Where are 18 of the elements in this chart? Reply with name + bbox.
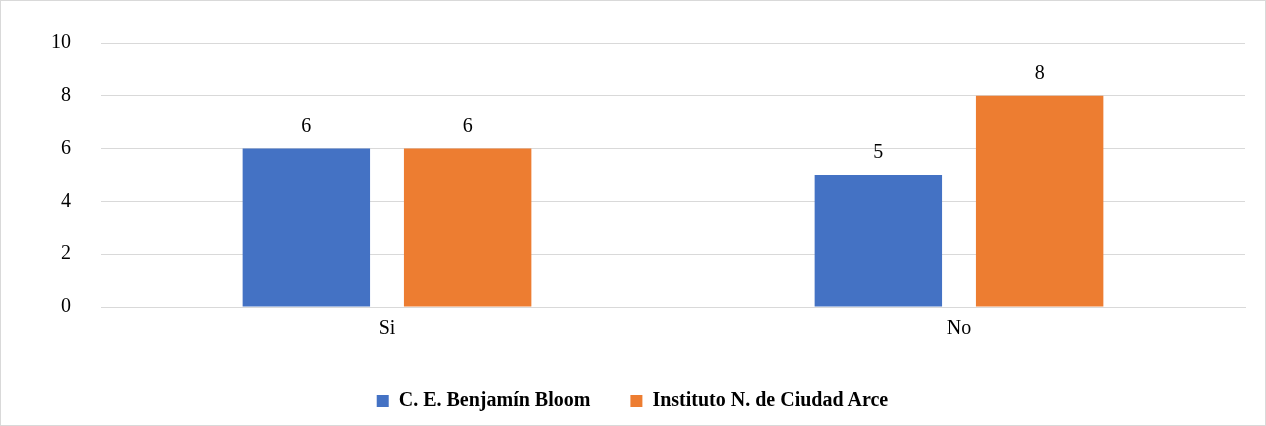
legend-label: Instituto N. de Ciudad Arce [652, 388, 889, 411]
bar [403, 148, 532, 307]
y-tick-label: 4 [61, 188, 71, 211]
data-label: 6 [301, 113, 312, 136]
data-label: 8 [1034, 61, 1045, 84]
bar [242, 148, 371, 307]
x-tick-label: Si [378, 316, 396, 339]
data-label: 6 [462, 113, 473, 136]
bar [975, 95, 1104, 307]
data-label: 5 [873, 140, 884, 163]
y-tick-label: 2 [61, 241, 71, 264]
y-tick-label: 6 [61, 135, 71, 158]
x-tick-label: No [946, 316, 972, 339]
y-tick-label: 0 [61, 294, 71, 317]
legend-label: C. E. Benjamín Bloom [398, 388, 591, 412]
y-tick-label: 8 [61, 83, 71, 106]
bar [814, 175, 943, 307]
y-tick-label: 10 [51, 30, 71, 53]
